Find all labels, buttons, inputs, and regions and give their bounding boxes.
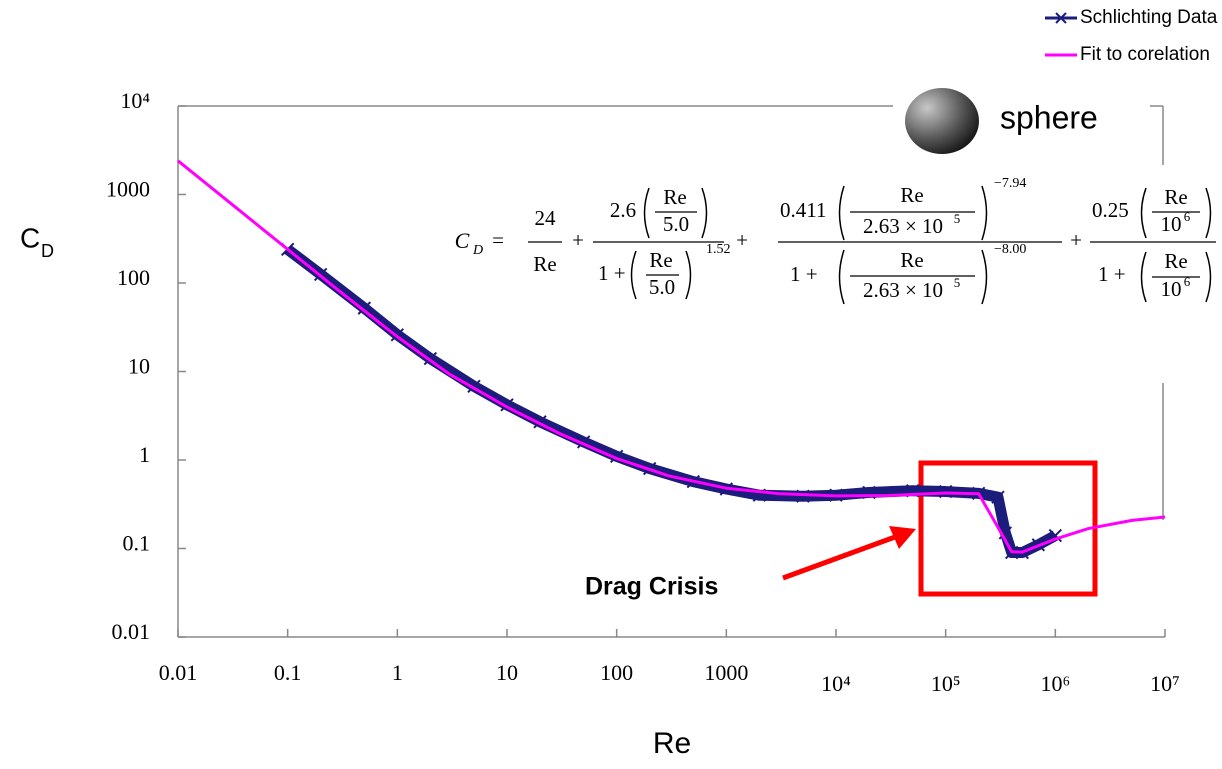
equation-text: Re xyxy=(649,248,672,272)
x-tick-label: 10⁴ xyxy=(821,671,851,696)
equation-text: 2.63 × 10 xyxy=(863,278,943,302)
equation-text: C xyxy=(455,228,470,253)
sphere-label: sphere xyxy=(1000,99,1098,135)
x-tick-label: 1 xyxy=(392,660,403,685)
equation-text: 5.0 xyxy=(649,275,675,299)
arrow-head xyxy=(889,526,916,549)
equation-text: + xyxy=(736,228,748,252)
paren xyxy=(643,187,708,239)
equation-text: 1 + xyxy=(790,262,818,286)
x-tick-label: 0.01 xyxy=(159,660,198,685)
x-tick-label: 10⁵ xyxy=(931,671,961,696)
data-point xyxy=(796,489,810,503)
equation-text: Re xyxy=(663,185,686,209)
legend-label: Fit to corelation xyxy=(1080,44,1210,65)
paren xyxy=(838,249,988,305)
sphere-icon xyxy=(905,88,979,154)
equation-text: Re xyxy=(900,248,923,272)
y-tick-label: 10⁴ xyxy=(120,88,150,113)
y-tick-label: 1000 xyxy=(106,177,150,202)
annotation: Drag Crisis xyxy=(585,573,718,601)
x-tick-label: 100 xyxy=(600,660,633,685)
x-tick-label: 10⁶ xyxy=(1040,671,1070,696)
x-tick-label: 10⁷ xyxy=(1150,671,1180,696)
equation-text: 1 + xyxy=(1098,262,1126,286)
paren xyxy=(1140,251,1212,303)
equation-text: Re xyxy=(1164,185,1187,209)
legend-label: Schlichting Data xyxy=(1080,7,1218,28)
equation-text: 1.52 xyxy=(706,242,731,257)
equation-text: 6 xyxy=(1184,274,1191,289)
y-axis-label: C xyxy=(20,222,40,253)
equation-text: 6 xyxy=(1184,209,1191,224)
equation-text: Re xyxy=(1164,249,1187,273)
equation-text: −7.94 xyxy=(994,176,1026,191)
equation-text: D xyxy=(472,243,483,258)
equation-text: + xyxy=(572,228,584,252)
equation-text: 10 xyxy=(1161,277,1182,301)
equation-text: Re xyxy=(900,183,923,207)
equation-text: −8.00 xyxy=(994,242,1026,257)
x-tick-label: 0.1 xyxy=(274,660,302,685)
arrow xyxy=(782,534,896,581)
paren xyxy=(630,250,692,300)
y-tick-label: 10 xyxy=(128,354,150,379)
data-point xyxy=(998,526,1013,540)
y-tick-label: 1 xyxy=(139,442,150,467)
x-tick-label: 10 xyxy=(496,660,518,685)
y-tick-label: 100 xyxy=(117,265,150,290)
equation-text: Re xyxy=(533,252,556,276)
equation-text: 0.411 xyxy=(780,198,826,222)
equation-text: = xyxy=(492,228,504,252)
equation-text: 2.63 × 10 xyxy=(863,214,943,238)
paren xyxy=(838,185,988,241)
y-tick-label: 0.01 xyxy=(112,619,151,644)
y-axis-label-sub: D xyxy=(41,241,54,261)
data-point xyxy=(991,490,1005,504)
x-tick-label: 1000 xyxy=(704,660,748,685)
equation-text: 0.25 xyxy=(1092,198,1129,222)
data-line xyxy=(284,244,1058,559)
x-axis-label: Re xyxy=(653,727,691,760)
equation-text: 5.0 xyxy=(663,212,689,236)
y-tick-label: 0.1 xyxy=(123,531,151,556)
legend-marker xyxy=(1055,12,1067,24)
equation-text: 24 xyxy=(535,206,557,230)
equation-text: 1 + xyxy=(598,261,626,285)
equation-text: 5 xyxy=(954,275,961,290)
data-line xyxy=(177,159,1166,554)
equation-text: 2.6 xyxy=(610,198,636,222)
paren xyxy=(1140,187,1212,239)
equation-text: 10 xyxy=(1161,212,1182,236)
equation-text: 5 xyxy=(954,211,961,226)
equation-text: + xyxy=(1070,228,1082,252)
